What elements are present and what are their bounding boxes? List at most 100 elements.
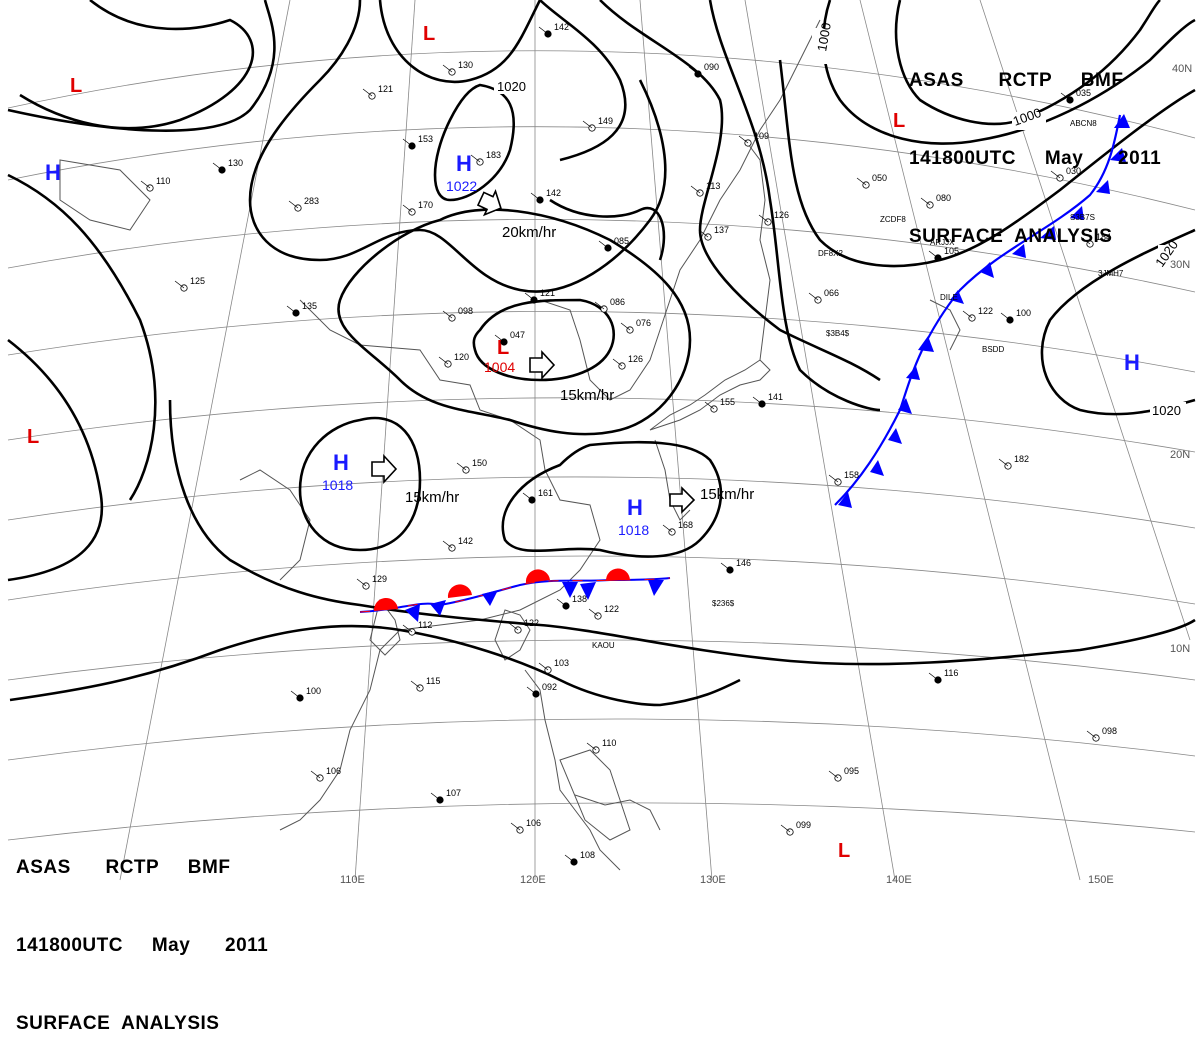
station-pressure: 100 (1016, 308, 1031, 318)
wind-barb (928, 672, 939, 681)
wind-barb (928, 250, 939, 259)
wind-barb (752, 396, 763, 405)
wind-barb (1080, 236, 1091, 245)
wind-barb (998, 458, 1009, 467)
motion-arrows (371, 189, 696, 514)
motion-label: 15km/hr (405, 489, 459, 506)
wind-barb (430, 792, 441, 801)
station-pressure: 138 (572, 594, 587, 604)
wind-barb (174, 280, 185, 289)
wind-barb (494, 334, 505, 343)
station-pressure: 066 (824, 288, 839, 298)
wind-barb (780, 824, 791, 833)
station-identifier: ABCN8 (1070, 119, 1097, 128)
isobar-label: 1000 (814, 21, 834, 52)
station-pressure: 099 (796, 820, 811, 830)
wind-barb (356, 578, 367, 587)
station-pressure: 098 (1102, 726, 1117, 736)
wind-barb (620, 322, 631, 331)
wind-barb (362, 88, 373, 97)
wind-barb (1060, 92, 1071, 101)
station-identifier: 3JMH7 (1098, 269, 1124, 278)
station-pressure: 110 (156, 176, 170, 186)
wind-barb (588, 608, 599, 617)
graticule (7, 0, 1196, 881)
wind-barb (402, 624, 413, 633)
header-year: 2011 (225, 935, 269, 956)
wind-barb (808, 292, 819, 301)
wind-barb (442, 540, 453, 549)
wind-barb (586, 742, 597, 751)
station-pressure: 150 (472, 458, 487, 468)
latitude-label: 30N (1170, 259, 1190, 271)
station-identifier: $3B4$ (826, 329, 850, 338)
station-pressure: 110 (602, 738, 616, 748)
wind-barb (828, 474, 839, 483)
station-pressure: 095 (844, 766, 859, 776)
wind-barb (510, 822, 521, 831)
wind-barb (410, 680, 421, 689)
wind-barb (442, 310, 453, 319)
station-pressure: 158 (844, 470, 859, 480)
low-pressure-letter: L (893, 110, 905, 132)
station-pressure: 100 (306, 686, 321, 696)
station-identifier: S3B7S (1070, 213, 1095, 222)
longitude-label: 120E (520, 874, 546, 886)
wind-barb (690, 185, 701, 194)
station-identifier: ZCDF8 (880, 215, 906, 224)
wind-barb (442, 64, 453, 73)
wind-barb (526, 686, 537, 695)
station-pressure: 182 (1014, 454, 1029, 464)
station-identifier: DILE (940, 293, 958, 302)
isobar-labels: 1020 1000 1000 1020 1020 (494, 21, 1188, 418)
station-pressure: 184 (1096, 232, 1111, 242)
station-pressure: 090 (704, 62, 719, 72)
wind-barb (582, 120, 593, 129)
wind-barb (704, 401, 715, 410)
station-pressure: 126 (774, 210, 789, 220)
wind-barb (688, 66, 699, 75)
pressure-centers: H 1022 H 1018 H 1018 H H L 1004 L L L L … (27, 23, 1140, 862)
high-pressure-letter: H (333, 450, 349, 475)
low-pressure-letter: L (838, 840, 850, 862)
coastlines (59, 19, 961, 871)
station-pressure: 047 (510, 330, 525, 340)
wind-barb (522, 492, 533, 501)
station-pressure: 103 (554, 658, 569, 668)
station-pressure: 122 (978, 306, 993, 316)
header-title: SURFACE ANALYSIS (909, 226, 1113, 247)
low-pressure-letter: L (70, 75, 82, 97)
station-pressure: 107 (446, 788, 461, 798)
wind-barb (594, 301, 605, 310)
station-pressure: 113 (706, 181, 720, 191)
wind-barb (456, 462, 467, 471)
header-code: BMF (1080, 70, 1124, 91)
wind-barb (1000, 312, 1011, 321)
header-code: BMF (187, 857, 231, 878)
longitude-label: 110E (340, 874, 365, 886)
wind-barb (962, 310, 973, 319)
station-pressure: 141 (768, 392, 783, 402)
station-pressure: 137 (714, 225, 729, 235)
station-pressure: 142 (458, 536, 473, 546)
station-pressure: 030 (1066, 166, 1081, 176)
wind-barb (920, 197, 931, 206)
wind-barb (612, 358, 623, 367)
station-pressure: 283 (304, 196, 319, 206)
station-pressure: 121 (540, 288, 555, 298)
station-pressure: 125 (190, 276, 205, 286)
station-pressure: 135 (302, 301, 317, 311)
latitude-label: 40N (1172, 63, 1192, 75)
latitude-label: 20N (1170, 449, 1190, 461)
station-pressure: 183 (486, 150, 501, 160)
header-top-right: ASAS RCTP BMF 141800UTC May 2011 SURFACE… (909, 16, 1161, 276)
header-agency: ASAS (16, 857, 71, 878)
station-pressure: 115 (426, 676, 440, 686)
wind-barb (856, 177, 867, 186)
wind-barb (598, 240, 609, 249)
longitude-labels: 110E 120E 130E 140E 150E (340, 874, 1114, 886)
station-pressure: 035 (1076, 88, 1091, 98)
station-pressure: 149 (598, 116, 613, 126)
station-pressure: 108 (580, 850, 595, 860)
wind-barb (698, 229, 709, 238)
